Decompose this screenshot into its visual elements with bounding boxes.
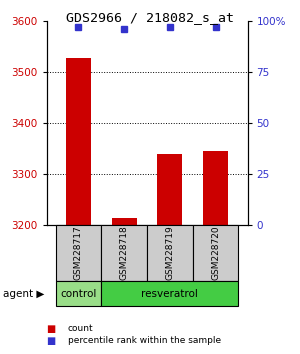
Bar [56, 225, 101, 281]
Text: control: control [60, 289, 97, 299]
Text: ■: ■ [46, 324, 56, 333]
Text: agent ▶: agent ▶ [3, 289, 44, 299]
Text: GDS2966 / 218082_s_at: GDS2966 / 218082_s_at [66, 11, 234, 24]
Text: GSM228718: GSM228718 [120, 226, 129, 280]
Bar [66, 58, 91, 225]
Text: GSM228720: GSM228720 [211, 226, 220, 280]
Text: GSM228717: GSM228717 [74, 226, 83, 280]
Bar [193, 225, 238, 281]
Bar [203, 151, 228, 225]
Bar [56, 281, 101, 306]
Bar [112, 218, 137, 225]
Text: percentile rank within the sample: percentile rank within the sample [68, 336, 220, 345]
Bar [157, 154, 182, 225]
Bar [101, 281, 238, 306]
Text: ■: ■ [46, 336, 56, 346]
Text: resveratrol: resveratrol [141, 289, 198, 299]
Bar [147, 225, 193, 281]
Bar [101, 225, 147, 281]
Text: count: count [68, 324, 93, 333]
Text: GSM228719: GSM228719 [165, 226, 174, 280]
